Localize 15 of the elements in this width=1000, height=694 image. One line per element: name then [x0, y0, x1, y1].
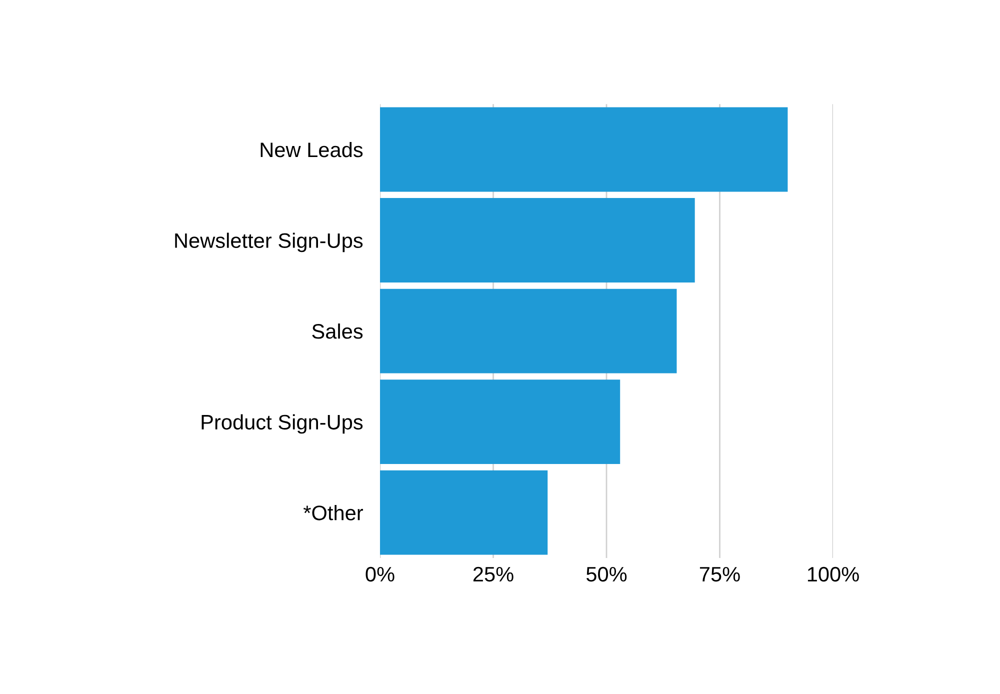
y-tick-label: Product Sign-Ups — [202, 414, 363, 434]
bar — [380, 288, 677, 374]
y-tick-label: *Other — [303, 505, 363, 520]
x-tick-label: 100% — [808, 566, 859, 582]
bar — [380, 380, 620, 464]
x-tick-label: 50% — [586, 566, 627, 582]
y-tick-label: New Leads — [260, 142, 363, 158]
x-tick-label: 25% — [473, 566, 514, 582]
bar — [380, 470, 548, 555]
x-tick-label: 0% — [366, 566, 394, 582]
bar — [380, 107, 788, 192]
y-tick-label: Newsletter Sign-Ups — [175, 232, 363, 252]
y-tick-label: Sales — [312, 323, 363, 339]
bar — [380, 198, 695, 282]
x-tick-label: 75% — [700, 566, 740, 582]
